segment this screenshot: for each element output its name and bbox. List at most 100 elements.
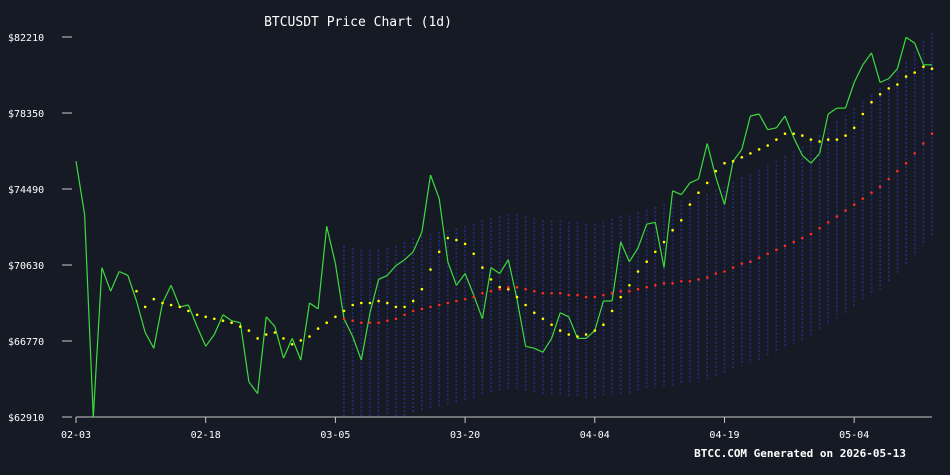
- price-line-segment: [775, 115, 786, 129]
- short-ma-point: [714, 169, 718, 173]
- long-ma-point: [680, 280, 683, 283]
- short-ma-point: [558, 329, 562, 332]
- price-line-segment: [715, 176, 726, 205]
- price-line-segment: [732, 149, 743, 162]
- price-line-segment: [620, 241, 630, 262]
- short-ma-point: [143, 305, 147, 309]
- short-ma-point: [256, 337, 259, 340]
- short-ma-point: [852, 126, 856, 130]
- price-line-segment: [239, 322, 250, 382]
- volatility-band: [343, 33, 933, 417]
- short-ma-point: [861, 112, 865, 116]
- short-ma-point: [481, 266, 484, 269]
- short-ma-point: [394, 305, 398, 309]
- footer-text: BTCC.COM Generated on 2026-05-13: [694, 447, 906, 460]
- price-line-segment: [767, 127, 777, 131]
- long-ma-point: [870, 191, 873, 194]
- long-ma-point: [844, 209, 847, 212]
- price-line-segment: [611, 241, 622, 302]
- long-ma-point: [731, 266, 735, 269]
- short-ma-point: [835, 138, 839, 141]
- short-ma-point: [550, 323, 553, 327]
- short-ma-point: [204, 315, 207, 319]
- long-ma-point: [662, 282, 666, 285]
- short-ma-point: [567, 333, 571, 336]
- price-line-segment: [447, 261, 457, 286]
- short-ma-point: [273, 331, 277, 334]
- short-ma-point: [688, 203, 692, 206]
- short-ma-point: [705, 181, 709, 185]
- short-ma-point: [377, 299, 380, 303]
- long-ma-point: [351, 319, 355, 323]
- long-ma-point: [904, 161, 908, 165]
- price-line-segment: [309, 302, 319, 310]
- long-ma-point: [360, 321, 363, 325]
- price-line-segment: [455, 273, 466, 286]
- short-ma-point: [282, 337, 285, 340]
- short-ma-point: [178, 305, 182, 309]
- short-ma-point: [602, 323, 605, 327]
- short-ma-point: [429, 268, 432, 271]
- price-line-segment: [265, 316, 276, 327]
- short-ma-point: [195, 313, 199, 317]
- short-ma-point: [308, 335, 311, 338]
- long-ma-series: [342, 132, 934, 325]
- short-ma-point: [403, 305, 406, 309]
- price-line-segment: [490, 267, 501, 274]
- short-ma-point: [264, 333, 268, 336]
- long-ma-point: [861, 197, 865, 200]
- price-line-segment: [870, 52, 881, 83]
- x-tick-label: 05-04: [839, 430, 869, 441]
- price-line-segment: [118, 270, 129, 276]
- price-line-segment: [888, 68, 898, 79]
- short-ma-point: [325, 321, 329, 325]
- long-ma-point: [489, 289, 493, 293]
- long-ma-point: [550, 291, 553, 295]
- long-ma-point: [723, 270, 726, 273]
- x-tick-label: 04-04: [580, 430, 610, 441]
- price-line-segment: [896, 37, 907, 69]
- price-line-segment: [663, 190, 674, 268]
- long-ma-point: [463, 297, 467, 301]
- price-line-segment: [706, 143, 717, 178]
- short-ma-point: [922, 65, 925, 68]
- price-line-segment: [352, 336, 362, 361]
- short-ma-point: [619, 295, 622, 299]
- long-ma-point: [654, 284, 657, 287]
- long-ma-point: [887, 177, 891, 181]
- short-ma-point: [169, 303, 173, 307]
- short-ma-point: [135, 289, 138, 293]
- long-ma-point: [783, 244, 787, 248]
- short-ma-point: [844, 134, 847, 137]
- price-line-segment: [473, 294, 483, 320]
- y-tick-label: $78350: [8, 109, 44, 120]
- price-line-segment: [741, 115, 751, 150]
- short-ma-point: [507, 287, 510, 291]
- x-tick-label: 03-05: [320, 430, 350, 441]
- short-ma-point: [671, 228, 674, 232]
- short-ma-point: [360, 301, 363, 305]
- price-line-segment: [499, 259, 509, 274]
- short-ma-point: [411, 299, 415, 303]
- short-ma-point: [887, 87, 891, 90]
- short-ma-point: [896, 83, 899, 86]
- price-line-segment: [300, 302, 311, 361]
- short-ma-point: [368, 301, 372, 305]
- long-ma-point: [420, 307, 424, 311]
- long-ma-point: [801, 236, 804, 240]
- short-ma-point: [697, 191, 700, 194]
- long-ma-point: [472, 295, 476, 299]
- price-line-segment: [282, 338, 293, 359]
- short-ma-point: [809, 138, 813, 141]
- long-ma-point: [481, 291, 484, 295]
- long-ma-point: [809, 232, 813, 236]
- long-ma-point: [757, 256, 761, 260]
- price-line-segment: [844, 82, 855, 109]
- price-line-segment: [196, 326, 207, 347]
- short-ma-point: [472, 252, 476, 256]
- price-line-segment: [360, 312, 371, 361]
- short-ma-point: [161, 301, 164, 305]
- short-ma-point: [723, 161, 726, 165]
- price-line-segment: [378, 274, 388, 280]
- price-line-segment: [689, 178, 699, 184]
